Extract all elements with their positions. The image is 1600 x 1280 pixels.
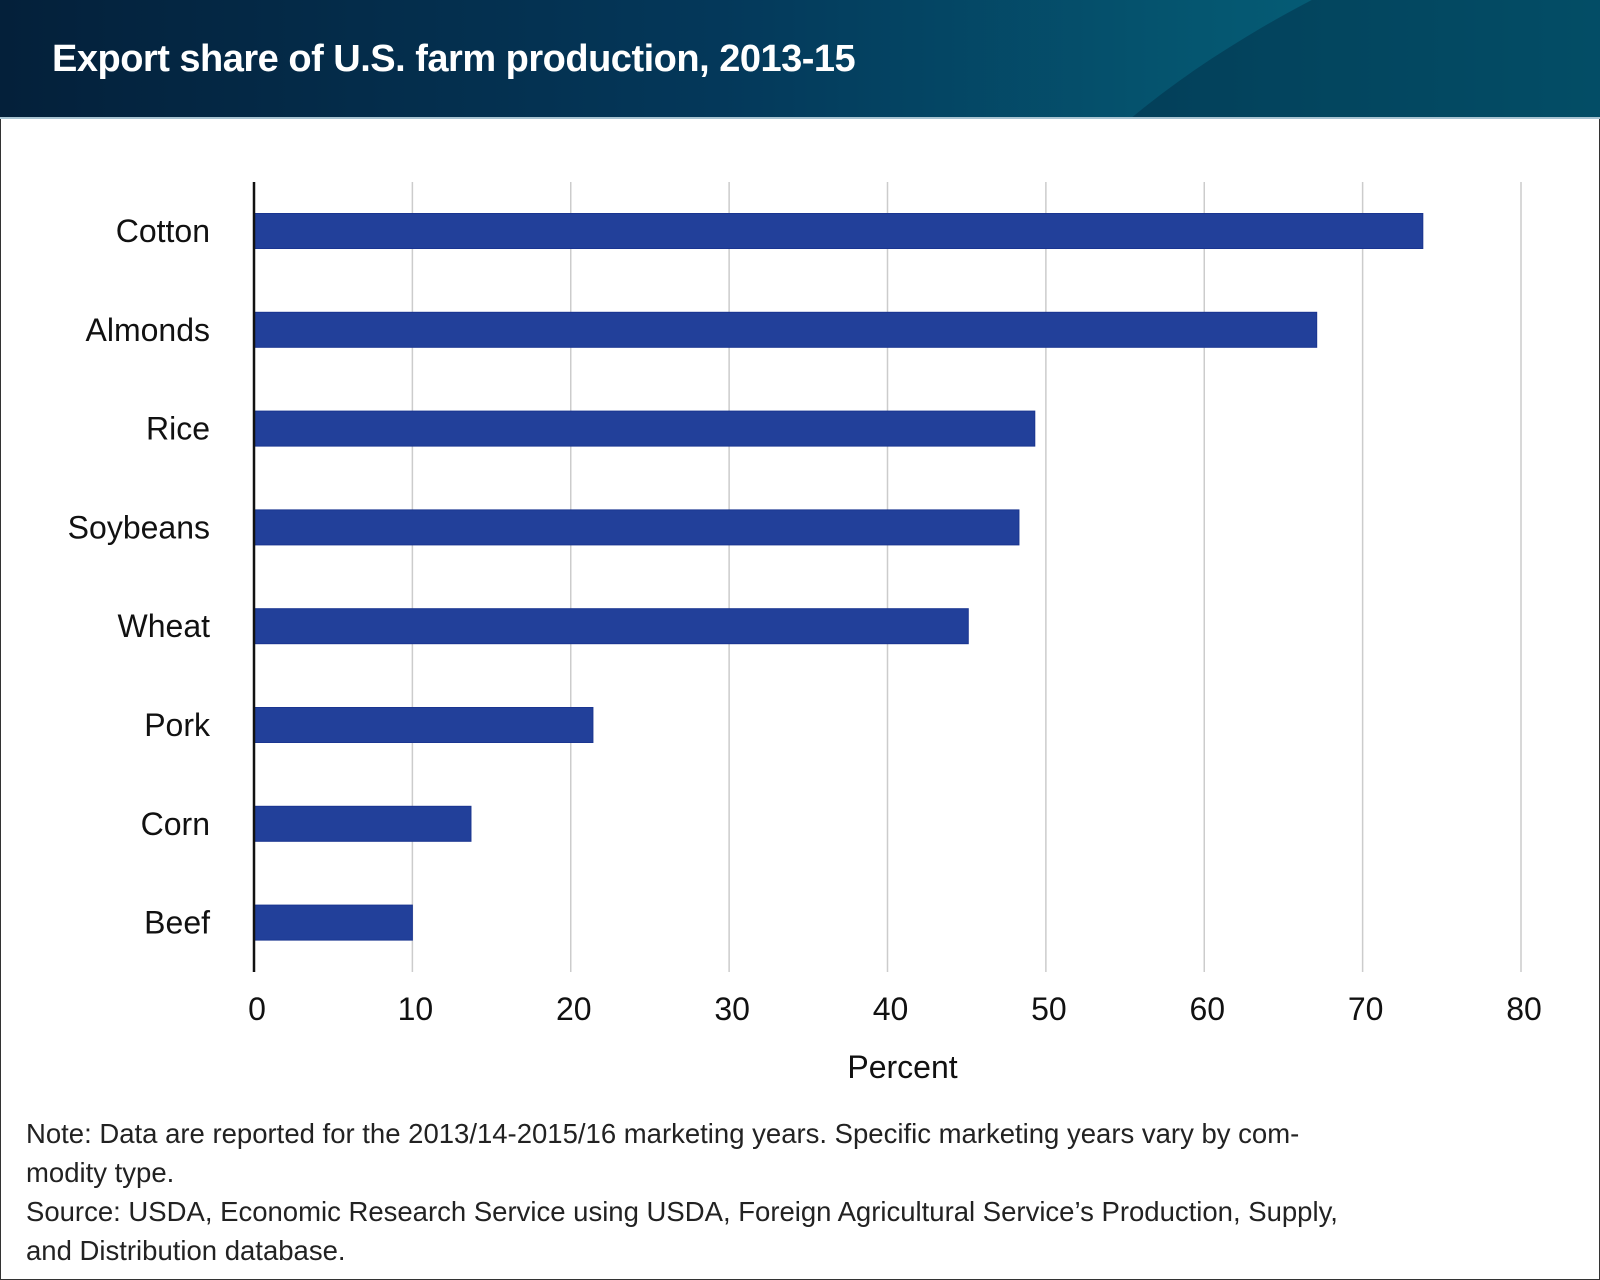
bar-almonds <box>253 311 1318 348</box>
x-axis-title: Percent <box>847 1049 957 1085</box>
x-tick-label: 30 <box>714 991 750 1027</box>
y-category-label: Pork <box>144 707 211 743</box>
x-tick-label: 10 <box>398 991 434 1027</box>
y-category-label: Soybeans <box>68 509 210 545</box>
chart-title: Export share of U.S. farm production, 20… <box>52 38 856 80</box>
y-category-label: Almonds <box>86 312 211 348</box>
note-text: Note: Data are reported for the 2013/14-… <box>26 1114 1546 1270</box>
bar-cotton <box>253 213 1424 249</box>
x-tick-label: 20 <box>556 991 592 1027</box>
bar-pork <box>253 707 594 743</box>
note-line-1: Note: Data are reported for the 2013/14-… <box>26 1118 1300 1149</box>
x-tick-label: 80 <box>1506 991 1542 1027</box>
bar-corn <box>253 805 472 842</box>
bar-soybeans <box>253 509 1020 546</box>
bar-wheat <box>253 608 969 645</box>
y-category-label: Cotton <box>116 213 210 249</box>
bar-rice <box>253 410 1036 447</box>
x-tick-label: 50 <box>1031 991 1067 1027</box>
source-line-2: and Distribution database. <box>26 1235 346 1266</box>
x-tick-label: 0 <box>248 991 266 1027</box>
y-category-label: Beef <box>144 905 210 941</box>
y-category-label: Corn <box>141 806 210 842</box>
x-tick-label: 70 <box>1348 991 1384 1027</box>
y-category-label: Rice <box>146 411 210 447</box>
y-category-label: Wheat <box>118 608 211 644</box>
x-tick-label: 40 <box>873 991 909 1027</box>
bar-beef <box>253 904 413 941</box>
header-banner: Export share of U.S. farm production, 20… <box>0 0 1600 119</box>
note-line-2: modity type. <box>26 1157 175 1188</box>
source-line-1: Source: USDA, Economic Research Service … <box>26 1196 1338 1227</box>
x-tick-label: 60 <box>1189 991 1225 1027</box>
